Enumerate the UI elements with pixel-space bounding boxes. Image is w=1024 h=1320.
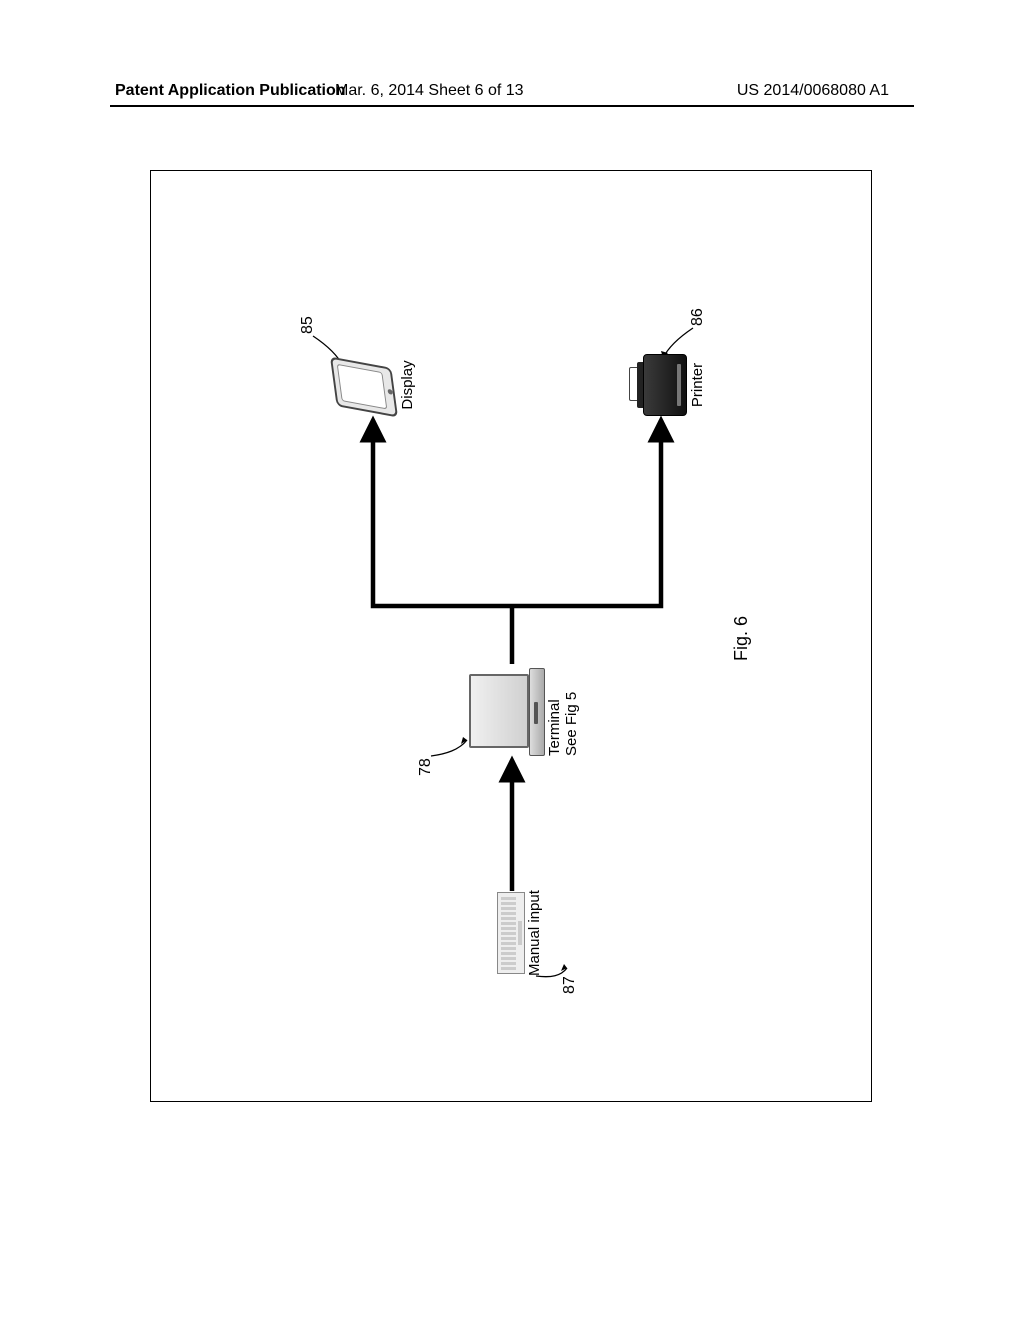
header-rule (110, 105, 914, 107)
header-center-text: Mar. 6, 2014 Sheet 6 of 13 (335, 82, 524, 100)
display-label: Display (399, 350, 416, 420)
header-right-text: US 2014/0068080 A1 (737, 82, 889, 100)
page-header: Patent Application Publication Mar. 6, 2… (0, 82, 1024, 112)
printer-label: Printer (689, 350, 706, 420)
printer-slot (677, 364, 681, 406)
laptop-touchpad-icon (534, 702, 538, 724)
manual-input-ref: 87 (561, 976, 579, 994)
printer-ref: 86 (689, 308, 707, 326)
page: Patent Application Publication Mar. 6, 2… (0, 0, 1024, 1320)
display-ref: 85 (299, 316, 317, 334)
terminal-label-1: Terminal (547, 666, 564, 756)
figure-label: Fig. 6 (731, 616, 752, 661)
manual-input-label: Manual input (526, 886, 543, 976)
diagram: Manual input 87 Terminal See Fig 5 78 Di… (231, 216, 791, 1056)
terminal-label-2: See Fig 5 (564, 666, 581, 756)
keyboard-icon (497, 892, 525, 974)
terminal-ref: 78 (417, 758, 435, 776)
display-icon (330, 356, 398, 417)
header-left-text: Patent Application Publication (115, 82, 346, 100)
printer-icon (629, 354, 687, 416)
laptop-screen-icon (469, 674, 529, 748)
content-frame: Manual input 87 Terminal See Fig 5 78 Di… (150, 170, 872, 1102)
